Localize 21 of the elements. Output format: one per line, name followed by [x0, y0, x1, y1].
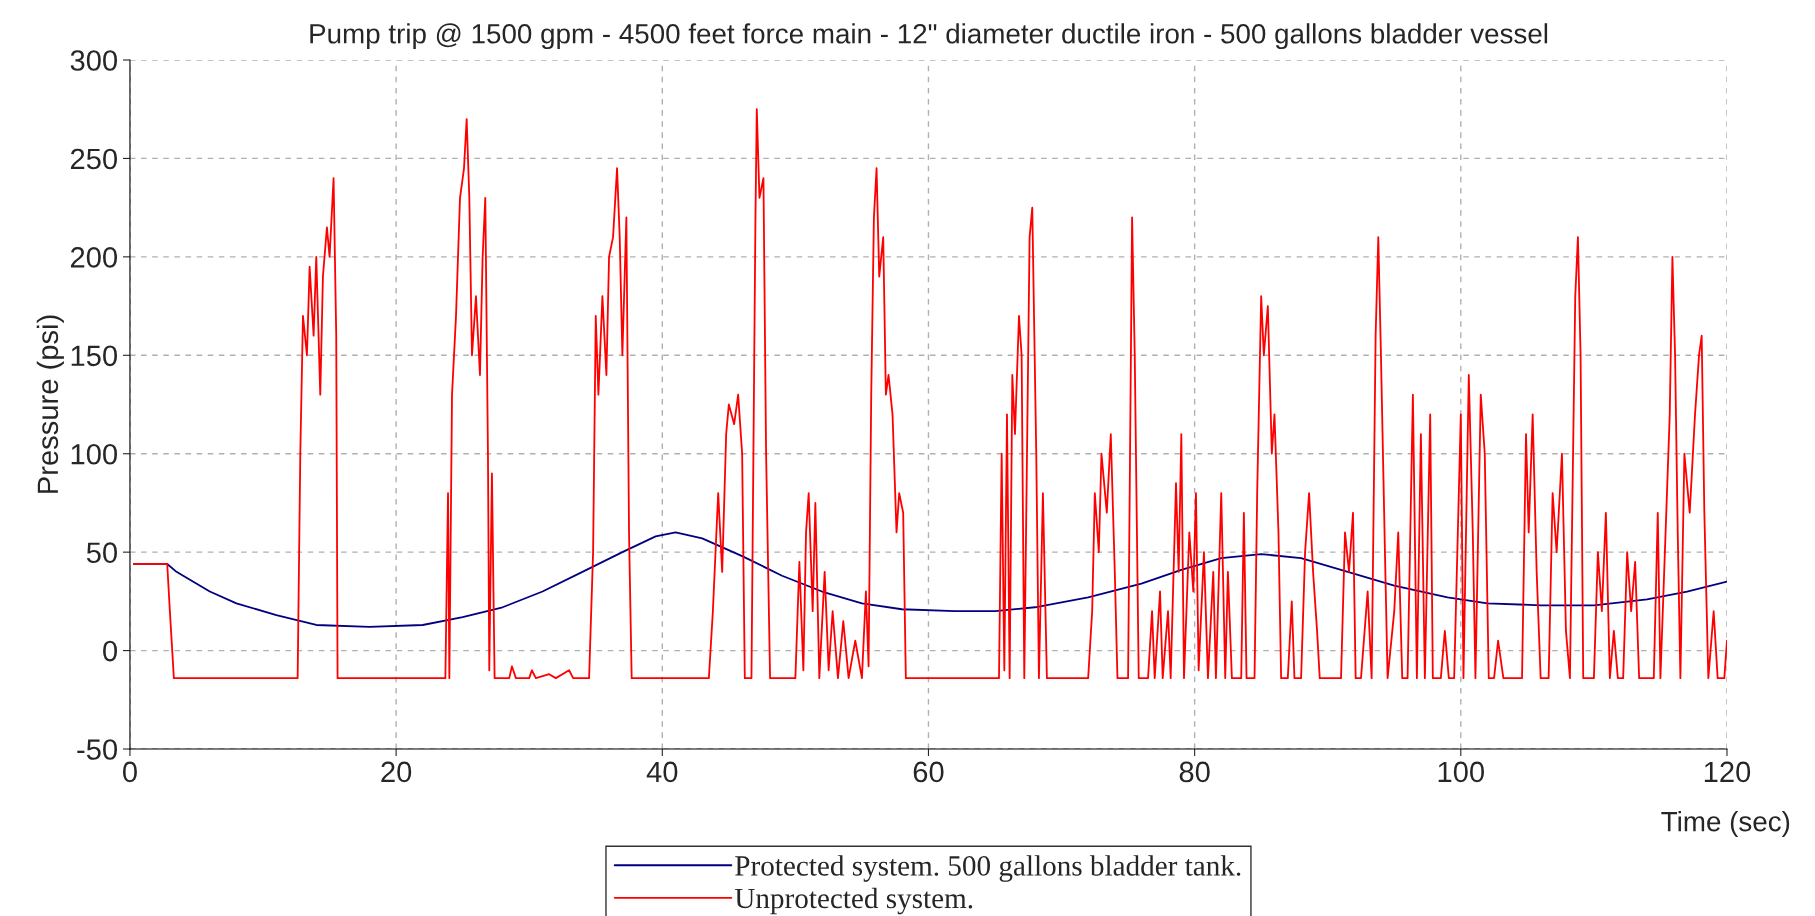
x-tick-label: 80: [1179, 761, 1210, 783]
y-tick-label: 50: [86, 542, 118, 564]
legend-label: Unprotected system.: [734, 887, 973, 915]
y-tick-label: -50: [77, 739, 118, 760]
line-series: [133, 108, 1727, 680]
y-tick-label: 100: [71, 443, 118, 465]
y-axis-title: Pressure (psi): [36, 315, 64, 493]
x-tick-label: 100: [1438, 761, 1484, 783]
y-tick-label: 300: [70, 50, 118, 71]
y-tick-label: 250: [70, 148, 118, 170]
y-tick-label: 0: [103, 640, 118, 662]
y-tick-label: 150: [71, 345, 118, 367]
x-tick-label: 20: [381, 761, 412, 783]
chart-title: Pump trip @ 1500 gpm - 4500 feet force main - 12" diameter ductile iron - 500 gallons bladder vessel: [310, 23, 1548, 50]
x-tick-label: 120: [1704, 761, 1751, 783]
legend-label: Protected system. 500 gallons bladder tank.: [735, 855, 1241, 882]
x-tick-label: 40: [646, 761, 678, 783]
x-tick-label: 60: [913, 761, 944, 783]
x-tick-label: 0: [122, 761, 137, 783]
x-axis-title: Time (sec): [1661, 811, 1790, 837]
y-tick-label: 200: [70, 247, 118, 268]
